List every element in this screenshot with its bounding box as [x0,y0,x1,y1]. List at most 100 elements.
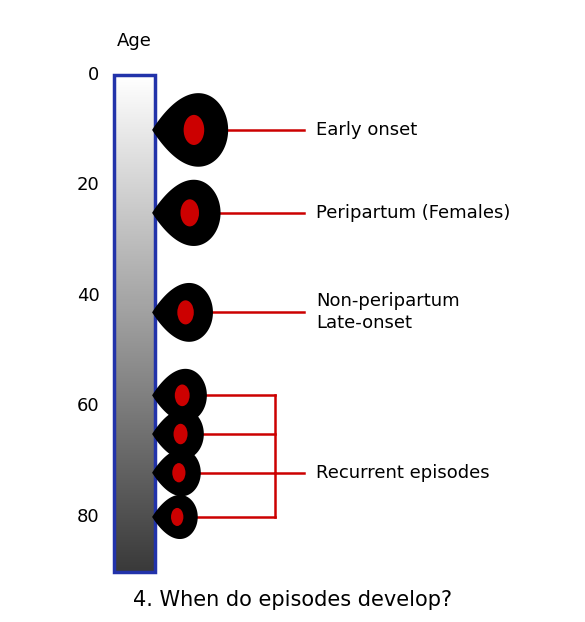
Bar [114,353,155,356]
Bar [114,513,155,515]
Bar [114,386,155,388]
Bar [114,346,155,348]
Bar [114,433,155,435]
Bar [114,408,155,411]
Bar [114,440,155,443]
Bar [114,490,155,493]
Bar [114,187,155,189]
Text: 60: 60 [77,397,99,415]
Bar [114,117,155,119]
Bar [114,358,155,361]
Bar [114,470,155,473]
Bar [114,341,155,343]
Bar [114,159,155,162]
Bar [114,144,155,147]
Bar [114,336,155,338]
Bar [114,107,155,109]
Bar [114,313,155,316]
Bar [114,224,155,226]
Bar [114,80,155,82]
Bar [114,406,155,408]
Bar [114,177,155,179]
Bar [114,552,155,555]
Polygon shape [152,93,228,167]
Bar [114,550,155,552]
Bar [114,92,155,95]
Bar [114,343,155,346]
Bar [114,522,155,525]
Bar [114,239,155,241]
Bar [114,184,155,187]
Bar [114,119,155,122]
Bar [114,493,155,495]
Bar [114,172,155,174]
Bar [114,152,155,154]
Bar [114,274,155,276]
Ellipse shape [175,384,190,406]
Bar [114,356,155,358]
Bar [114,338,155,341]
Bar [114,154,155,157]
Bar [114,207,155,209]
Bar [114,134,155,137]
Bar [114,209,155,211]
Bar [114,388,155,391]
Bar [114,398,155,401]
Bar [114,256,155,259]
Bar [114,147,155,149]
Bar [114,326,155,328]
Bar [114,286,155,289]
Bar [114,304,155,306]
Bar [114,236,155,239]
Bar [114,465,155,468]
Bar [114,570,155,572]
Bar [114,363,155,366]
Bar [114,129,155,132]
Bar [114,179,155,182]
Bar [114,162,155,164]
Bar [114,378,155,381]
Text: Non-peripartum
Late-onset: Non-peripartum Late-onset [316,292,460,333]
Bar [114,515,155,518]
Ellipse shape [177,300,194,325]
Polygon shape [152,283,213,342]
Bar [114,425,155,428]
Bar [114,557,155,560]
Bar [114,368,155,371]
Bar [114,323,155,326]
Bar [114,483,155,485]
Bar [114,259,155,261]
Polygon shape [152,369,207,422]
Text: Early onset: Early onset [316,121,417,139]
Bar [114,415,155,418]
Bar [114,234,155,236]
Bar [114,393,155,396]
Bar [114,532,155,535]
Bar [114,508,155,510]
Bar [114,333,155,336]
Text: Recurrent episodes: Recurrent episodes [316,464,490,481]
Bar [114,562,155,565]
Bar [114,112,155,114]
Bar [114,560,155,562]
Bar [114,391,155,393]
Bar [114,241,155,244]
Bar [114,279,155,281]
Bar [114,167,155,169]
Bar [114,281,155,284]
Bar [114,505,155,508]
Bar [114,473,155,475]
Bar [114,289,155,291]
Bar [114,311,155,313]
Bar [114,132,155,134]
Text: 4. When do episodes develop?: 4. When do episodes develop? [133,590,452,610]
Bar [114,127,155,129]
Bar [114,77,155,80]
Bar [114,460,155,463]
Bar [114,328,155,331]
Polygon shape [152,180,221,246]
Bar [114,430,155,433]
Bar [114,82,155,85]
Bar [114,87,155,90]
Bar [114,296,155,299]
